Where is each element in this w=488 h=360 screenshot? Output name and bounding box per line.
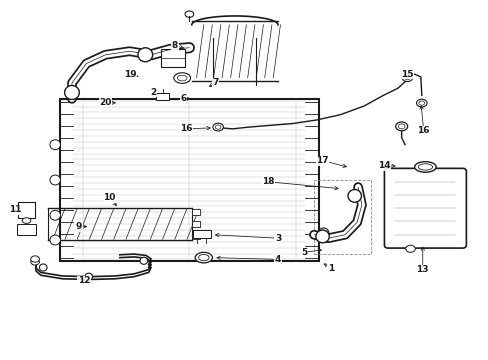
Ellipse shape <box>212 123 223 131</box>
Ellipse shape <box>318 228 328 238</box>
Text: 2: 2 <box>150 88 156 97</box>
Ellipse shape <box>31 259 40 265</box>
Bar <box>192 230 210 238</box>
Ellipse shape <box>50 140 61 150</box>
Ellipse shape <box>40 264 47 271</box>
Text: 17: 17 <box>316 156 328 165</box>
Ellipse shape <box>195 252 212 263</box>
Ellipse shape <box>50 235 61 245</box>
Ellipse shape <box>405 245 414 252</box>
Text: 6: 6 <box>180 94 186 103</box>
Ellipse shape <box>50 210 61 220</box>
Bar <box>17 224 36 235</box>
Text: 14: 14 <box>377 161 390 170</box>
Ellipse shape <box>50 175 61 185</box>
Bar <box>313 180 371 254</box>
Ellipse shape <box>64 86 79 99</box>
Text: 8: 8 <box>172 41 178 50</box>
Ellipse shape <box>85 273 92 280</box>
Text: 11: 11 <box>9 206 21 215</box>
Text: 12: 12 <box>78 276 90 285</box>
Ellipse shape <box>395 122 407 131</box>
Text: 9: 9 <box>76 222 82 231</box>
Text: 3: 3 <box>274 234 281 243</box>
Bar <box>191 209 200 215</box>
Bar <box>18 202 35 218</box>
Text: 5: 5 <box>301 248 307 257</box>
Text: 1: 1 <box>327 264 333 273</box>
Bar <box>191 221 200 227</box>
Ellipse shape <box>31 256 40 262</box>
Bar <box>60 99 318 261</box>
Ellipse shape <box>417 164 432 170</box>
Text: 20: 20 <box>99 98 111 107</box>
Bar <box>191 234 200 239</box>
Text: 4: 4 <box>274 255 281 264</box>
Text: 15: 15 <box>400 70 413 79</box>
Text: 10: 10 <box>103 193 115 202</box>
Ellipse shape <box>198 255 208 261</box>
Ellipse shape <box>173 73 190 83</box>
Bar <box>160 49 184 67</box>
Bar <box>156 93 169 100</box>
Ellipse shape <box>347 189 361 202</box>
Ellipse shape <box>184 11 193 17</box>
Ellipse shape <box>416 99 426 107</box>
Ellipse shape <box>315 230 328 243</box>
Ellipse shape <box>22 218 31 224</box>
Text: 19: 19 <box>124 70 137 79</box>
Ellipse shape <box>414 162 435 172</box>
Text: 16: 16 <box>417 126 429 135</box>
Ellipse shape <box>140 257 147 264</box>
Text: 7: 7 <box>212 78 219 87</box>
FancyBboxPatch shape <box>384 168 466 248</box>
Ellipse shape <box>138 48 152 62</box>
Text: 13: 13 <box>416 265 428 274</box>
Ellipse shape <box>177 75 186 81</box>
Text: 16: 16 <box>180 124 192 133</box>
Text: 18: 18 <box>262 177 274 186</box>
Ellipse shape <box>401 74 412 82</box>
